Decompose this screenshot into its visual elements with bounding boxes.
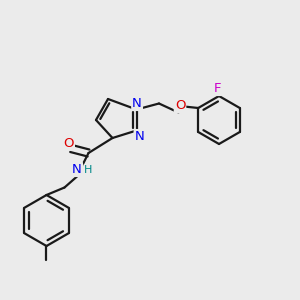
- Text: O: O: [63, 136, 74, 150]
- Text: N: N: [72, 163, 82, 176]
- Text: N: N: [135, 130, 144, 143]
- Text: N: N: [132, 97, 142, 110]
- Text: H: H: [84, 165, 93, 175]
- Text: F: F: [214, 82, 221, 95]
- Text: O: O: [175, 99, 185, 112]
